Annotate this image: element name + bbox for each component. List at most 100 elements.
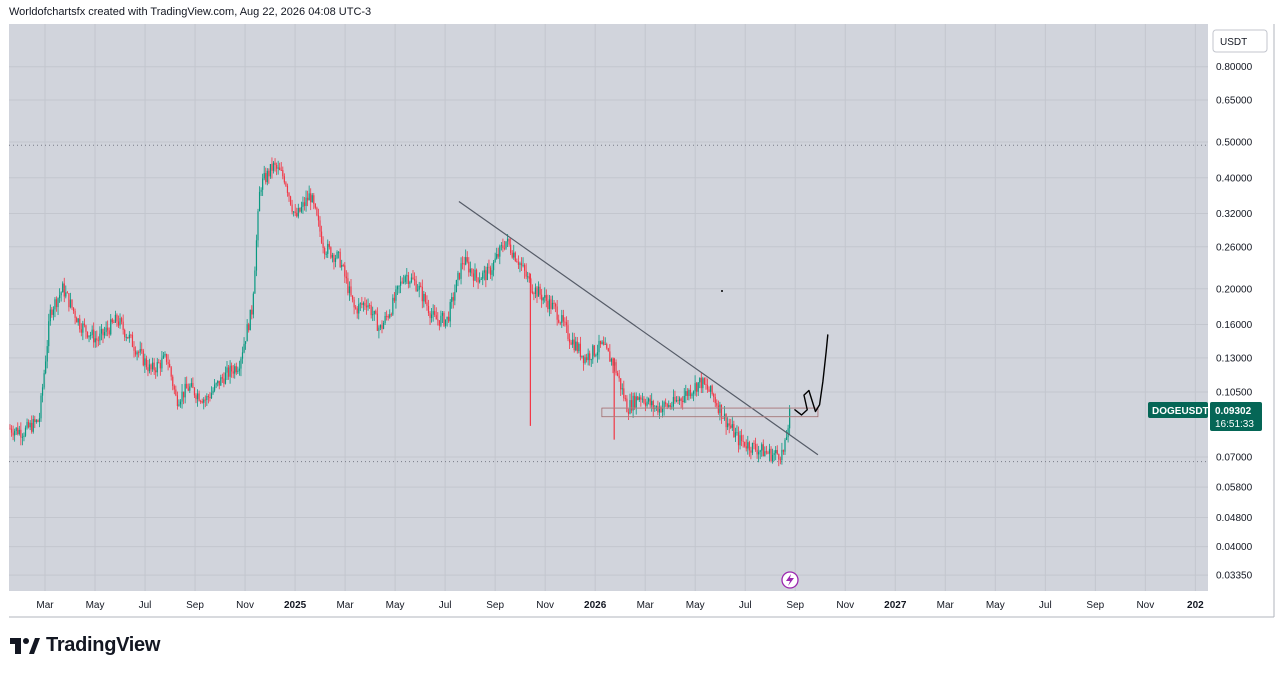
candle-body	[586, 357, 588, 361]
candle-body	[621, 388, 623, 390]
candle-body	[564, 321, 566, 323]
candle-body	[685, 391, 687, 396]
candle-body	[102, 329, 104, 336]
candle-body	[393, 297, 395, 301]
candle-body	[432, 311, 434, 315]
candle-body	[148, 364, 151, 372]
candle-body	[661, 407, 664, 413]
candle-body	[696, 383, 698, 392]
candle-body	[96, 338, 98, 341]
candle-body	[500, 245, 502, 247]
candle-body	[502, 245, 504, 249]
candle-body	[24, 427, 27, 436]
candle-body	[671, 406, 673, 408]
candle-body	[637, 396, 639, 400]
candle-body	[71, 299, 73, 308]
candle-body	[353, 299, 355, 308]
candle-body	[486, 266, 488, 281]
candle-body	[418, 285, 420, 290]
candle-body	[462, 263, 464, 265]
candle-body	[789, 407, 791, 429]
candle-body	[220, 377, 222, 386]
candle-body	[237, 370, 239, 373]
price-tick-label: 0.32000	[1216, 209, 1253, 220]
candle-body	[206, 396, 208, 401]
candle-body	[172, 376, 174, 387]
candle-body	[615, 362, 617, 374]
candle-body	[161, 358, 163, 369]
candle-body	[598, 340, 600, 353]
currency-button[interactable]: USDT	[1212, 29, 1268, 53]
candle-body	[90, 334, 92, 336]
candle-body	[119, 318, 121, 326]
candle-body	[320, 231, 323, 243]
candle-body	[601, 341, 603, 345]
candle-body	[582, 355, 585, 363]
candle-body	[734, 432, 736, 438]
price-tick-label: 0.20000	[1216, 284, 1253, 295]
candle-body	[170, 367, 172, 377]
candle-body	[28, 422, 30, 428]
candle-body	[359, 303, 361, 305]
candle-body	[31, 422, 33, 432]
candle-body	[444, 319, 447, 326]
lightning-icon[interactable]	[781, 571, 799, 589]
candle-body	[643, 398, 645, 403]
candle-body	[610, 358, 612, 362]
candle-body	[52, 309, 54, 315]
trend-line[interactable]	[458, 200, 819, 456]
candle-body	[176, 395, 178, 406]
candle-body	[198, 393, 200, 401]
candle-body	[711, 385, 713, 394]
candle-body	[460, 263, 462, 279]
candle-body	[561, 315, 563, 324]
candle-body	[629, 400, 631, 414]
candle-body	[641, 398, 643, 400]
candle-body	[245, 341, 247, 344]
candle-body	[32, 419, 34, 432]
candle-body	[742, 440, 744, 442]
freehand-projection[interactable]	[794, 334, 829, 416]
candle-body	[94, 338, 96, 343]
candle-body	[524, 265, 526, 271]
candle-body	[503, 248, 506, 249]
candle-body	[576, 341, 578, 352]
candle-body	[62, 283, 64, 293]
candle-body	[787, 428, 789, 438]
candle-body	[677, 400, 679, 402]
candle-body	[534, 287, 537, 294]
candle-body	[733, 424, 735, 438]
candle-body	[138, 352, 140, 354]
candle-body	[108, 330, 110, 335]
candle-body	[768, 448, 771, 454]
time-tick-label: 2027	[884, 600, 907, 611]
candle-body	[674, 396, 676, 402]
candle-body	[14, 430, 16, 436]
tradingview-brand[interactable]: TradingView	[10, 634, 160, 657]
candle-body	[713, 393, 715, 398]
candle-body	[308, 193, 310, 201]
candle-body	[702, 378, 704, 389]
candle-body	[97, 340, 99, 342]
candle-body	[105, 327, 107, 333]
candle-body	[66, 292, 68, 294]
candle-body	[210, 393, 213, 399]
candle-body	[41, 387, 44, 396]
candle-body	[409, 281, 411, 284]
candle-body	[517, 262, 519, 265]
candle-body	[779, 459, 781, 461]
candle-body	[307, 197, 309, 201]
candle-body	[765, 451, 767, 453]
candle-body	[117, 321, 120, 326]
candle-body	[40, 395, 42, 419]
candle-body	[634, 395, 636, 408]
currency-label: USDT	[1220, 37, 1247, 48]
candle-body	[316, 207, 318, 216]
candle-body	[438, 320, 440, 326]
price-tick-label: 0.50000	[1216, 138, 1253, 149]
candle-body	[107, 327, 109, 331]
candle-body	[201, 401, 203, 403]
candle-body	[466, 257, 468, 262]
drawings[interactable]	[458, 200, 829, 456]
